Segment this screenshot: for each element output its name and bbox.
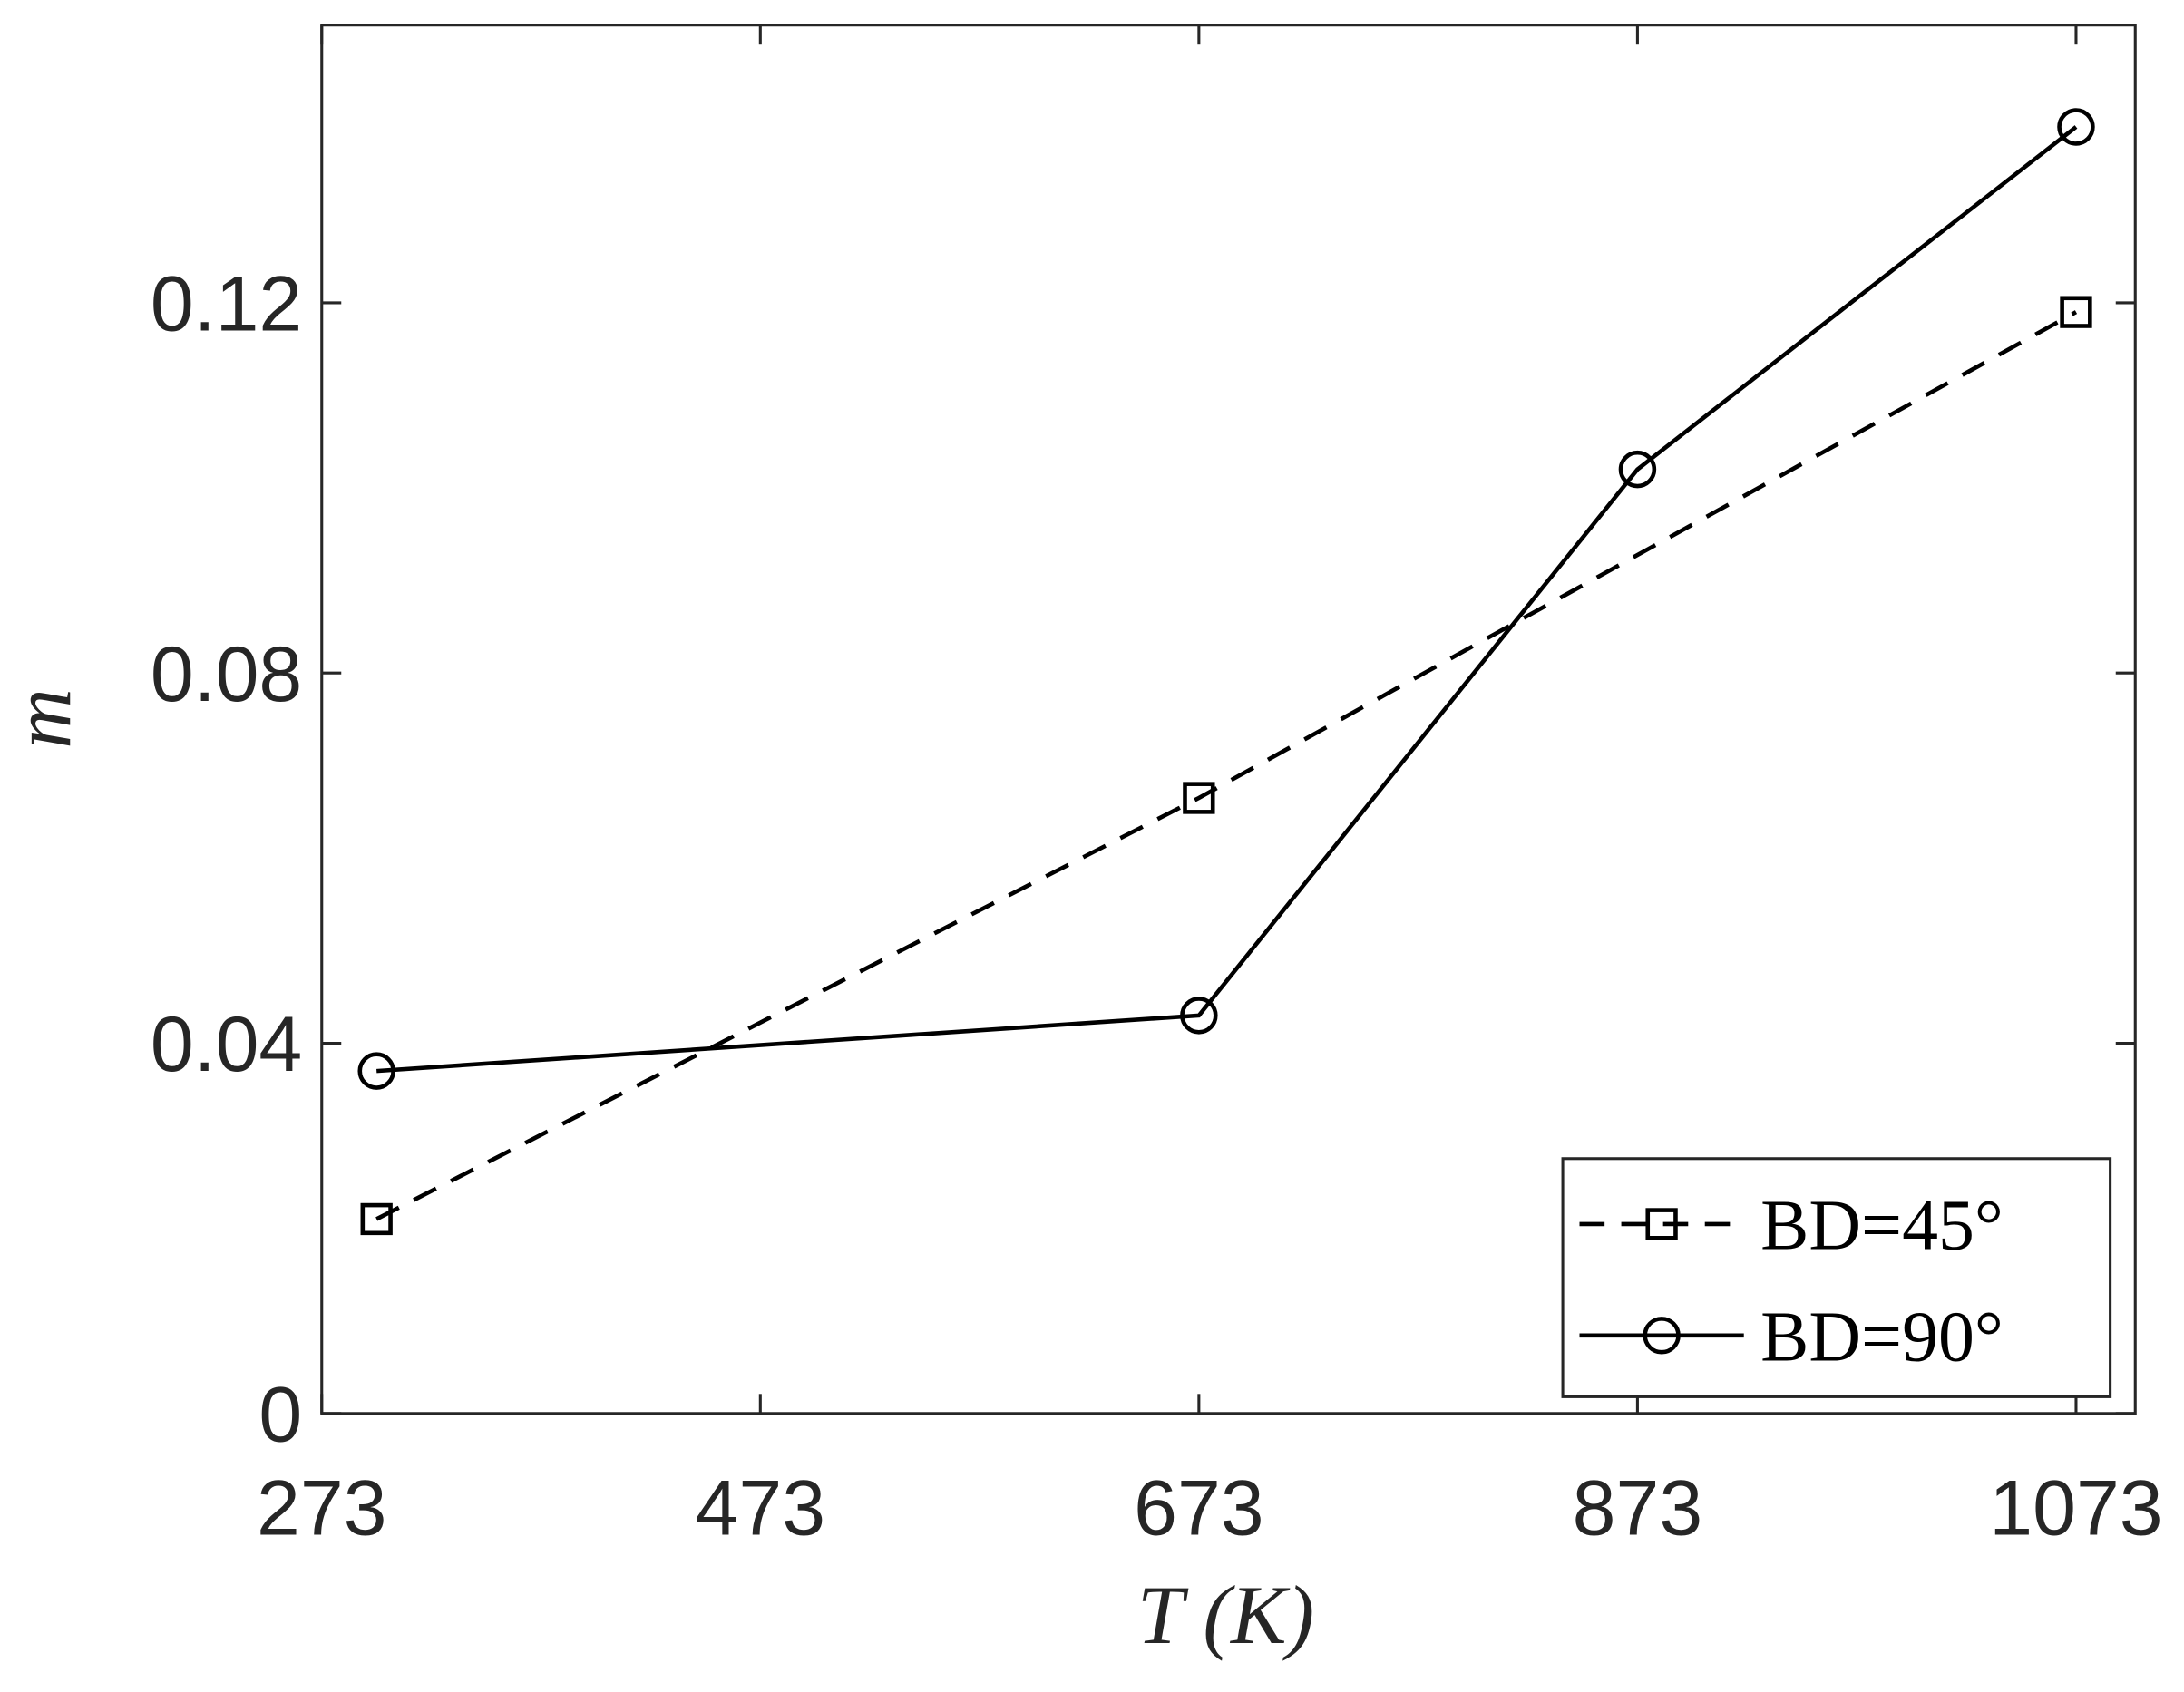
- x-tick-label: 1073: [1989, 1464, 2162, 1551]
- y-axis-label: m: [0, 688, 88, 749]
- y-tick-label: 0.12: [151, 261, 302, 348]
- series-line: [375, 310, 2078, 1221]
- x-axis-label: T (K): [1137, 1569, 1314, 1661]
- legend-box: [1561, 1157, 2112, 1398]
- x-tick-label: 473: [696, 1464, 826, 1551]
- series-line: [376, 125, 2078, 1074]
- legend: BD=45° BD=90°: [1561, 1157, 2112, 1398]
- legend-label: BD=90°: [1760, 1297, 2004, 1376]
- marker: [1183, 782, 1215, 814]
- marker: [360, 1202, 393, 1236]
- plot-frame: [320, 24, 2137, 1415]
- x-tick-label: 273: [257, 1464, 387, 1551]
- marker: [2060, 296, 2092, 328]
- marker: [1643, 1317, 1681, 1355]
- marker: [1180, 997, 1218, 1035]
- x-tick-label: 873: [1573, 1464, 1703, 1551]
- y-tick-label: 0.04: [151, 1001, 302, 1088]
- marker: [2057, 108, 2095, 146]
- y-tick-label: 0.08: [151, 631, 302, 718]
- y-tick-label: 0: [258, 1372, 302, 1459]
- x-tick-label: 673: [1134, 1464, 1264, 1551]
- marker: [1645, 1208, 1678, 1240]
- marker: [1618, 450, 1657, 489]
- legend-label: BD=45°: [1760, 1186, 2004, 1266]
- marker: [357, 1052, 395, 1090]
